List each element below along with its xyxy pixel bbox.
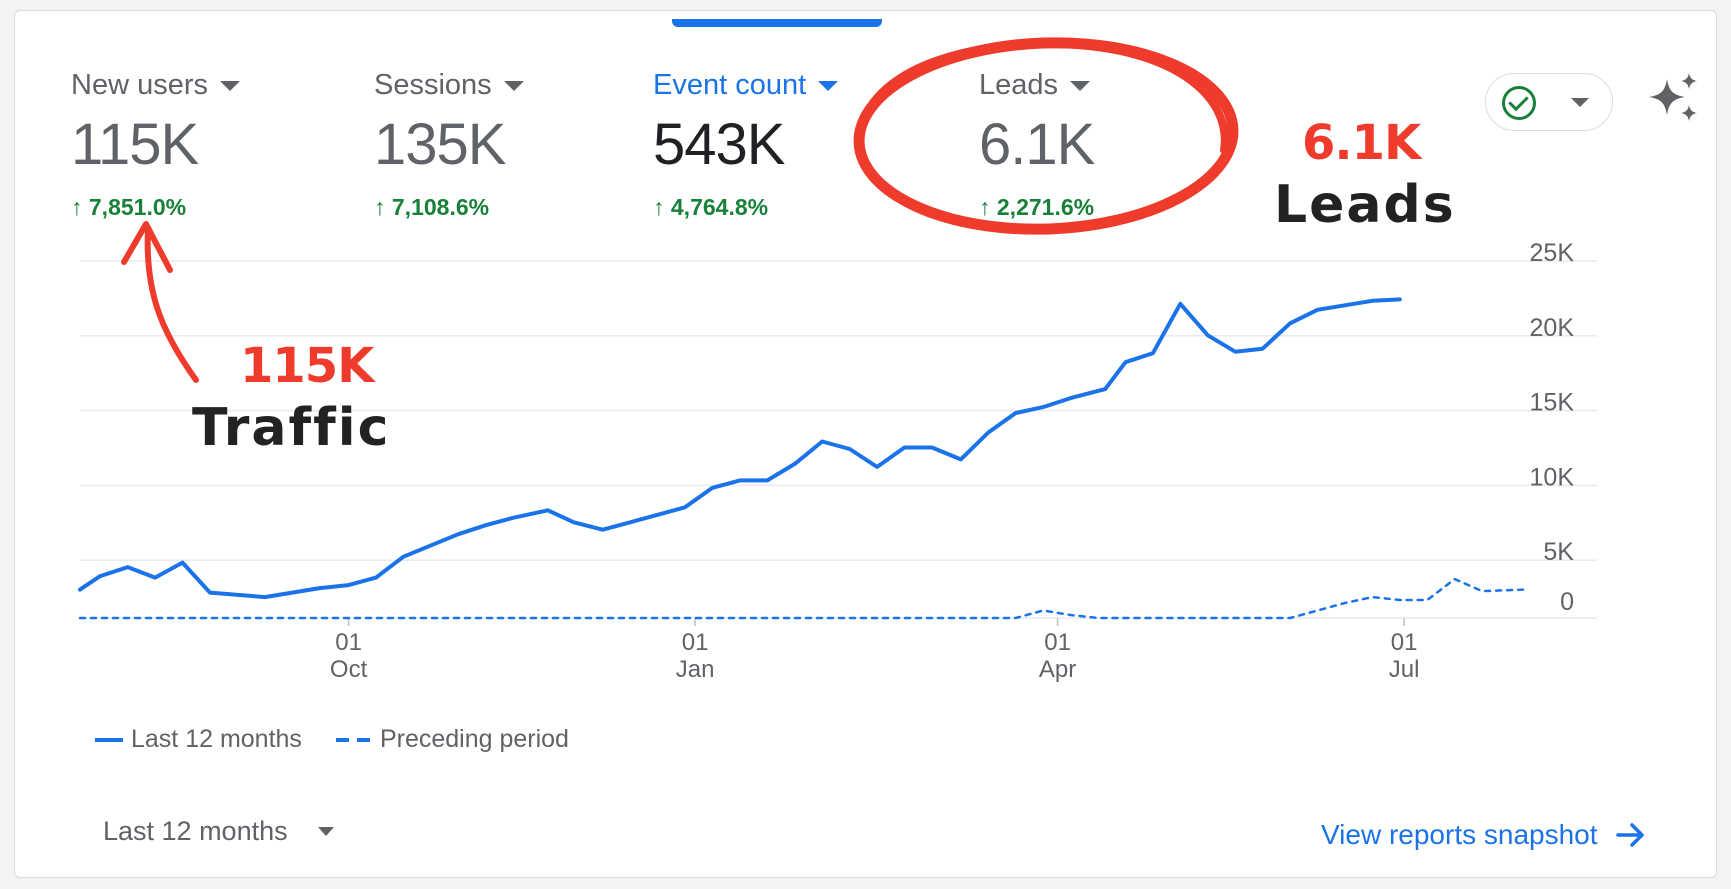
chart-legend: Last 12 months Preceding period — [95, 725, 569, 754]
arrow-up-icon: ↑ — [653, 194, 665, 220]
leads-annotation-value: 6.1K — [1302, 115, 1421, 171]
metric-change: ↑ 4,764.8% — [653, 194, 769, 220]
x-tick-day: 01 — [1391, 629, 1418, 656]
date-range-dropdown[interactable]: Last 12 months — [103, 816, 334, 847]
dropdown-caret-icon — [818, 80, 839, 91]
metric-event-count[interactable]: Event count 543K ↑ 4,764.8% — [653, 69, 839, 221]
x-tick-month: Oct — [330, 656, 368, 683]
x-tick-day: 01 — [335, 629, 362, 656]
x-tick-month: Jul — [1389, 656, 1420, 683]
y-tick-label: 25K — [1530, 239, 1575, 267]
leads-annotation-label: Leads — [1274, 175, 1456, 235]
x-tick-month: Jan — [676, 656, 715, 683]
legend-previous: Preceding period — [379, 725, 569, 753]
metric-new-users[interactable]: New users 115K ↑ 7,851.0% — [71, 69, 240, 221]
metric-change: ↑ 7,851.0% — [71, 194, 187, 220]
series-line-preceding-period — [78, 577, 1526, 620]
metric-label[interactable]: New users — [71, 69, 240, 102]
dropdown-caret-icon — [1571, 98, 1589, 107]
arrow-right-icon — [1615, 823, 1644, 847]
x-tick-month: Apr — [1039, 656, 1076, 683]
chevron-down-icon — [317, 827, 334, 836]
traffic-annotation-value: 115K — [240, 338, 374, 394]
selected-tab-indicator — [672, 19, 882, 27]
metric-sessions[interactable]: Sessions 135K ↑ 7,108.6% — [374, 69, 524, 221]
y-tick-label: 0 — [1560, 588, 1574, 616]
series-line-last-12-months — [78, 297, 1402, 600]
view-reports-snapshot-link[interactable]: View reports snapshot — [1321, 819, 1646, 851]
y-tick-label: 5K — [1543, 538, 1574, 566]
legend-current: Last 12 months — [131, 725, 302, 753]
legend-solid-swatch — [95, 737, 123, 742]
metric-value: 135K — [374, 112, 506, 177]
legend-dashed-swatch — [335, 737, 370, 742]
dropdown-caret-icon — [220, 80, 240, 91]
check-circle-icon — [1502, 86, 1536, 120]
arrow-up-icon: ↑ — [374, 194, 386, 220]
y-tick-label: 15K — [1530, 389, 1575, 417]
status-dropdown-button[interactable] — [1485, 73, 1613, 131]
x-tick-day: 01 — [1044, 629, 1071, 656]
traffic-annotation-label: Traffic — [192, 398, 391, 458]
arrow-up-icon: ↑ — [71, 194, 83, 220]
metric-change: ↑ 7,108.6% — [374, 194, 490, 220]
dropdown-caret-icon — [503, 80, 524, 91]
metric-label[interactable]: Event count — [653, 69, 839, 102]
metric-label[interactable]: Sessions — [374, 69, 524, 102]
y-tick-label: 20K — [1530, 314, 1575, 342]
sparkle-icon[interactable] — [1645, 71, 1701, 127]
metric-value: 115K — [71, 112, 199, 177]
y-tick-label: 10K — [1530, 463, 1575, 491]
x-tick-day: 01 — [682, 629, 709, 656]
metric-value: 543K — [653, 112, 785, 177]
